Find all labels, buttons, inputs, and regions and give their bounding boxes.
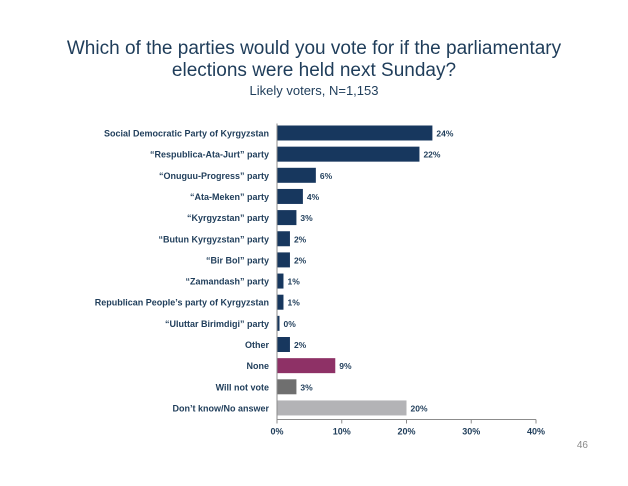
category-label: “Onuguu-Progress” party [159,171,269,181]
title-block: Which of the parties would you vote for … [0,38,628,99]
bar [277,400,407,416]
chart-title: Which of the parties would you vote for … [66,38,562,81]
data-label: 1% [287,277,300,287]
category-label: “Butun Kyrgyzstan” party [158,234,269,244]
x-tick-label: 10% [333,426,351,436]
data-label: 0% [284,319,297,329]
bar [277,146,420,162]
data-label: 9% [339,361,352,371]
x-tick-label: 0% [270,426,283,436]
bar [277,315,280,331]
bar [277,252,290,268]
category-label: “Zamandash” party [185,277,269,287]
bar [277,358,336,374]
data-label: 3% [300,382,313,392]
category-label: Other [245,340,270,350]
data-label: 24% [436,129,453,139]
category-label: “Bir Bol” party [206,255,269,265]
category-label: Don’t know/No answer [172,403,269,413]
bar [277,379,297,395]
data-label: 4% [307,192,320,202]
data-label: 2% [294,234,307,244]
category-label: “Respublica-Ata-Jurt” party [150,150,269,160]
bar [277,337,290,352]
data-label: 2% [294,255,307,265]
bar [277,294,284,310]
data-label: 3% [300,213,313,223]
x-tick-label: 40% [527,426,545,436]
data-label: 22% [423,150,440,160]
category-label: None [247,361,270,371]
bar [277,188,303,204]
category-label: Social Democratic Party of Kyrgyzstan [104,129,269,139]
category-label: “Ata-Meken” party [190,192,269,202]
data-label: 20% [411,403,428,413]
data-label: 2% [294,340,307,350]
category-label: Will not vote [216,382,269,392]
page-number: 46 [576,440,588,451]
category-label: “Kyrgyzstan” party [187,213,269,223]
bar [277,210,297,226]
bar [277,125,433,141]
data-label: 6% [320,171,333,181]
category-label: Republican People’s party of Kyrgyzstan [95,298,269,308]
bar [277,167,316,183]
x-tick-label: 30% [462,426,480,436]
x-tick-label: 20% [397,426,415,436]
bar [277,273,284,289]
data-label: 1% [287,298,300,308]
category-label: “Uluttar Birimdigi” party [165,319,269,329]
chart-subtitle: Likely voters, N=1,153 [249,83,379,98]
bar [277,231,290,247]
